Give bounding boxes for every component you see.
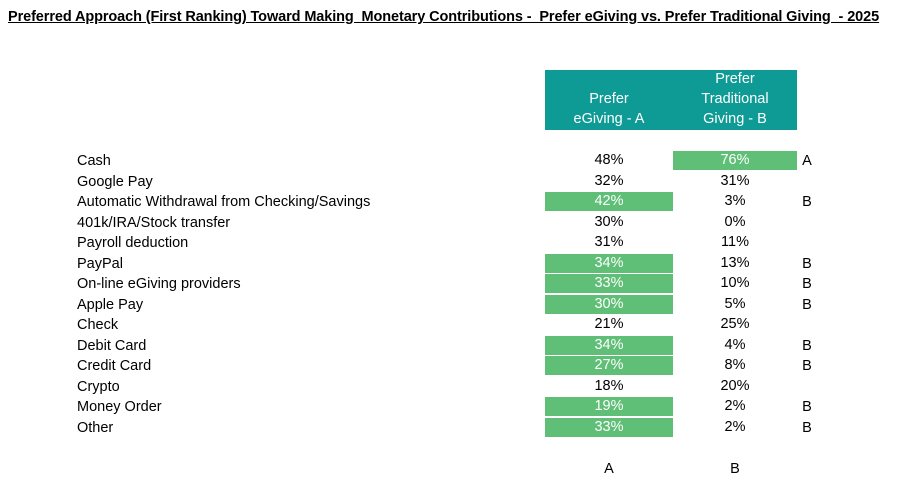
column-header-traditional: Prefer Traditional Giving - B [673,70,797,130]
significance-letter: B [802,358,812,374]
egiving-value: 21% [594,316,624,332]
traditional-value: 76% [673,151,797,170]
significance-letter: B [802,276,812,292]
column-header-traditional-text: Prefer Traditional Giving - B [701,69,768,130]
row-label: Check [77,317,119,333]
significance-letter: A [802,153,812,169]
traditional-value: 3% [724,193,746,209]
table-row: Money Order 19% 2% B [0,397,898,418]
traditional-value: 2% [724,398,746,414]
row-label: Apple Pay [77,296,144,313]
table-row: Google Pay 32% 31% [0,172,898,193]
footer-letter-a: A [604,461,614,477]
egiving-value: 31% [594,234,624,250]
egiving-value: 48% [594,152,624,168]
traditional-value: 4% [724,336,746,353]
row-label: Debit Card [77,337,147,354]
traditional-value: 10% [720,275,750,291]
table-row: On-line eGiving providers 33% 10% B [0,274,898,295]
egiving-value: 27% [545,356,673,375]
table-row: 401k/IRA/Stock transfer 30% 0% [0,213,898,234]
chart-title: Preferred Approach (First Ranking) Towar… [8,9,880,25]
significance-letter: B [802,194,812,210]
table-row: Crypto 18% 20% [0,377,898,398]
table-row: Check 21% 25% [0,315,898,336]
traditional-value: 0% [724,213,746,230]
egiving-value: 30% [594,213,624,230]
table-row: Debit Card 34% 4% B [0,335,898,357]
traditional-header-line: Giving - B [703,111,767,127]
egiving-value: 32% [594,172,624,189]
row-label: Automatic Withdrawal from Checking/Savin… [77,194,371,210]
table-row: Apple Pay 30% 5% B [0,294,898,316]
footer-letter-b: B [730,461,740,477]
traditional-value: 13% [720,254,750,271]
table-row: Other 33% 2% B [0,417,898,439]
row-label: Crypto [77,378,120,395]
table-row: Payroll deduction 31% 11% [0,233,898,254]
row-label: 401k/IRA/Stock transfer [77,214,231,231]
row-label: Google Pay [77,173,153,190]
column-header-egiving: Prefer eGiving - A [545,70,673,130]
row-label: On-line eGiving providers [77,276,241,292]
egiving-value: 34% [545,253,673,273]
significance-letter: B [802,399,812,415]
column-header-egiving-text: Prefer eGiving - A [574,89,645,130]
egiving-value: 33% [545,274,673,293]
egiving-value: 42% [545,192,673,211]
egiving-header-line: Prefer [589,91,629,107]
traditional-value: 8% [724,357,746,373]
egiving-value: 19% [545,397,673,416]
row-label: Other [77,419,114,436]
table-row: Credit Card 27% 8% B [0,356,898,377]
traditional-header-line: Traditional [701,91,769,107]
table-row: Automatic Withdrawal from Checking/Savin… [0,192,898,213]
row-label: PayPal [77,255,123,272]
table-row: Cash 48% 76% A [0,151,898,172]
egiving-value: 30% [545,294,673,314]
row-label: Payroll deduction [77,235,189,251]
traditional-value: 2% [724,418,746,435]
egiving-value: 34% [545,335,673,355]
traditional-value: 20% [720,377,750,394]
traditional-value: 25% [720,316,750,332]
significance-letter: B [802,255,812,272]
traditional-header-line: Prefer [715,71,755,87]
traditional-value: 5% [724,295,746,312]
significance-letter: B [802,296,812,313]
traditional-value: 31% [720,172,750,189]
row-label: Money Order [77,399,162,415]
significance-letter: B [802,337,812,354]
table-row: PayPal 34% 13% B [0,253,898,275]
traditional-value: 11% [721,234,749,250]
egiving-value: 33% [545,417,673,437]
row-label: Credit Card [77,358,152,374]
egiving-value: 18% [594,377,624,394]
significance-letter: B [802,419,812,436]
egiving-header-line: eGiving - A [573,111,645,127]
row-label: Cash [77,153,111,169]
